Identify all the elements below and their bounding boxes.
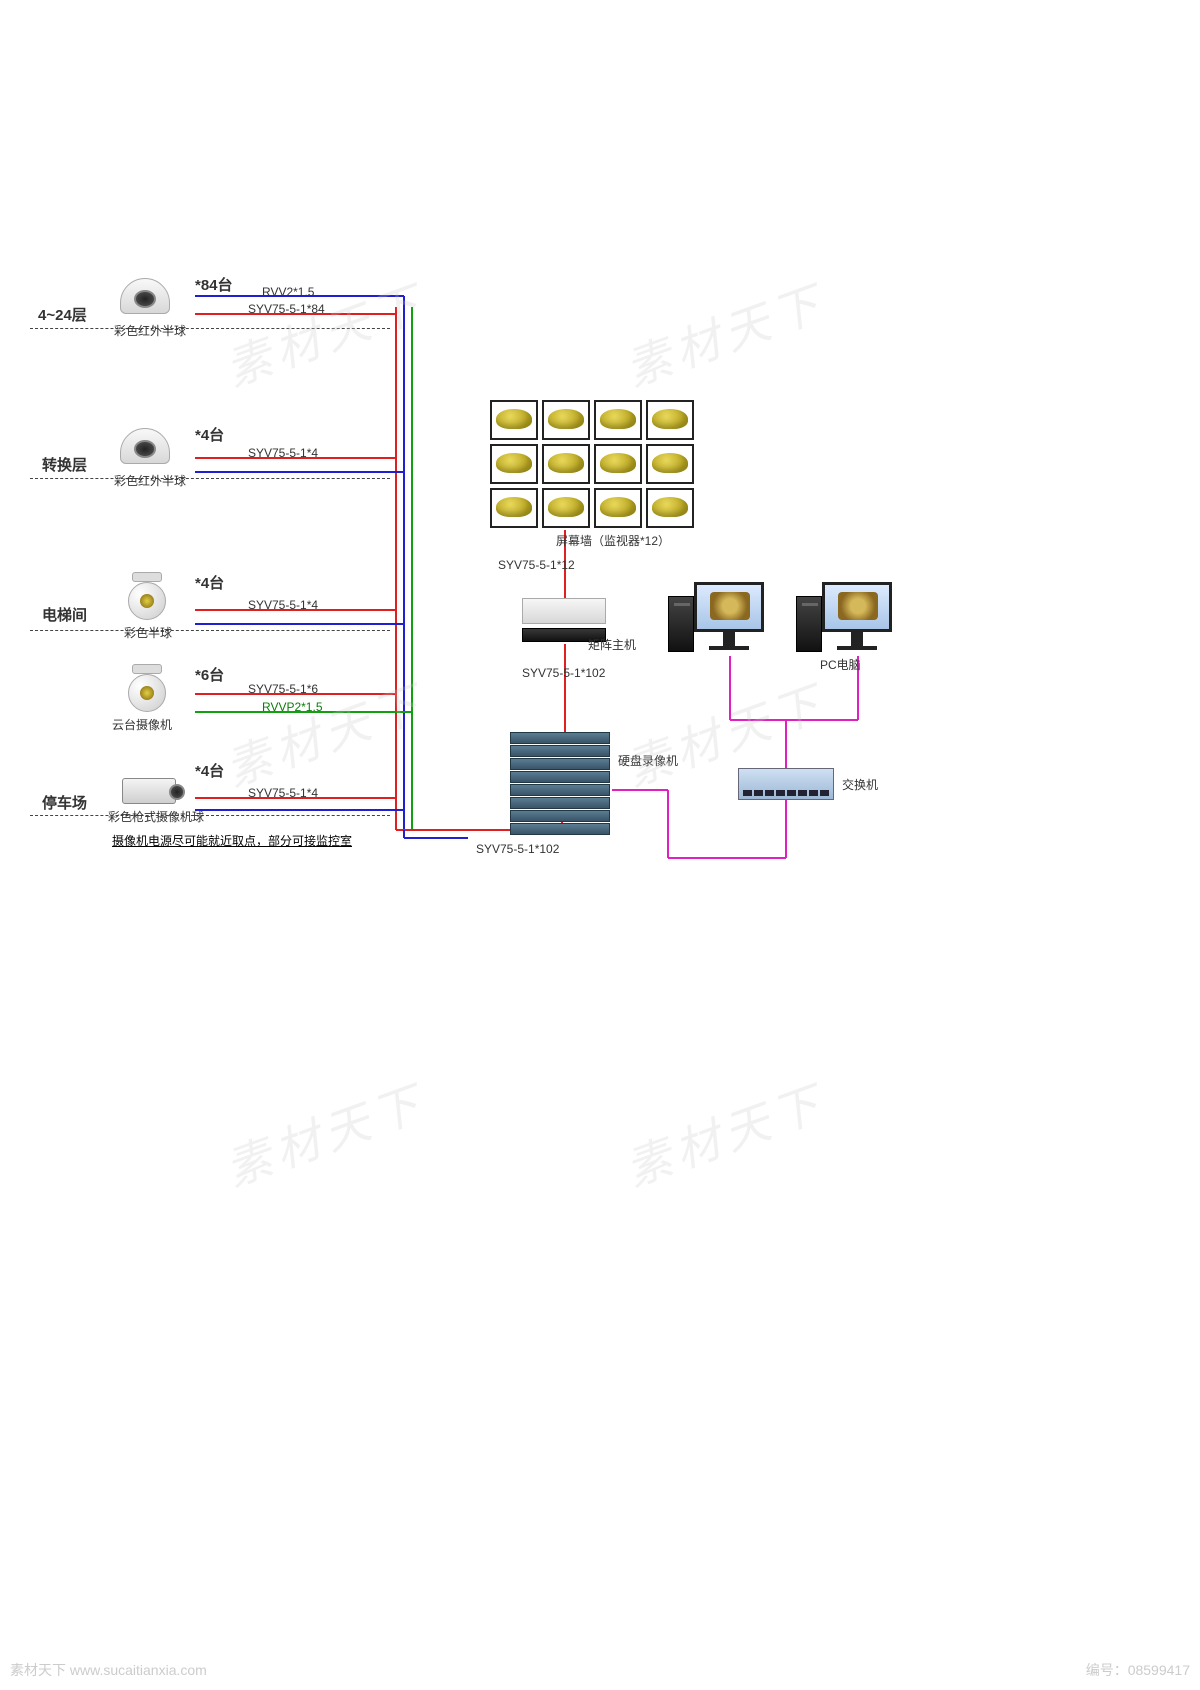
zone4-cable0: SYV75-5-1*6 — [248, 682, 318, 696]
power-note: 摄像机电源尽可能就近取点，部分可接监控室 — [112, 832, 352, 849]
video-wall — [490, 400, 694, 528]
zone2-dash — [30, 478, 390, 479]
wall-link-label: SYV75-5-1*12 — [498, 558, 575, 572]
zone3-camera-icon — [122, 572, 172, 622]
zone3-cable0: SYV75-5-1*4 — [248, 598, 318, 612]
tv-cell — [646, 400, 694, 440]
matrix-label: 矩阵主机 — [588, 636, 636, 653]
tv-cell — [594, 488, 642, 528]
zone2-camera-icon — [120, 428, 170, 470]
zone1-camera-icon — [120, 278, 170, 320]
zone2-camera-label: 彩色红外半球 — [114, 472, 186, 489]
watermark-bottom-right: 编号：08599417 — [1086, 1660, 1190, 1680]
zone3-qty: *4台 — [195, 572, 224, 593]
tv-cell — [490, 400, 538, 440]
pc1-monitor-icon — [694, 582, 764, 650]
zone5-qty: *4台 — [195, 760, 224, 781]
dvr-bus-link-label: SYV75-5-1*102 — [476, 842, 559, 856]
watermark-bottom-left: 素材天下 www.sucaitianxia.com — [10, 1660, 207, 1680]
pc2-tower-icon — [796, 596, 822, 652]
switch-icon — [738, 768, 834, 800]
pc1-tower-icon — [668, 596, 694, 652]
zone1-dash — [30, 328, 390, 329]
tv-cell — [646, 488, 694, 528]
zone5-dash — [30, 815, 390, 816]
zone2-qty: *4台 — [195, 424, 224, 445]
zone3-dash — [30, 630, 390, 631]
dvr-rack-icon — [510, 732, 610, 835]
tv-cell — [490, 444, 538, 484]
dvr-label: 硬盘录像机 — [618, 752, 678, 769]
pc2-label: PC电脑 — [820, 656, 861, 673]
zone5-camera-icon — [122, 778, 176, 804]
zone4-camera-label: 云台摄像机 — [112, 716, 172, 733]
tv-cell — [542, 444, 590, 484]
tv-cell — [594, 444, 642, 484]
zone1-qty: *84台 — [195, 274, 233, 295]
tv-cell — [646, 444, 694, 484]
switch-label: 交换机 — [842, 776, 878, 793]
tv-cell — [542, 488, 590, 528]
tv-cell — [490, 488, 538, 528]
zone4-qty: *6台 — [195, 664, 224, 685]
zone1-camera-label: 彩色红外半球 — [114, 322, 186, 339]
zone4-cable1: RVVP2*1.5 — [262, 700, 323, 714]
zone5-title: 停车场 — [42, 792, 87, 813]
pc2-monitor-icon — [822, 582, 892, 650]
zone1-title: 4~24层 — [38, 304, 87, 325]
matrix-server-icon — [522, 598, 606, 624]
video-wall-label: 屏幕墙（监视器*12） — [556, 532, 670, 549]
zone1-cable0: RVV2*1.5 — [262, 285, 314, 299]
tv-cell — [542, 400, 590, 440]
tv-cell — [594, 400, 642, 440]
zone3-title: 电梯间 — [42, 604, 87, 625]
zone5-cable0: SYV75-5-1*4 — [248, 786, 318, 800]
zone2-title: 转换层 — [42, 454, 87, 475]
zone3-camera-label: 彩色半球 — [124, 624, 172, 641]
zone4-camera-icon — [122, 664, 172, 714]
matrix-link-label: SYV75-5-1*102 — [522, 666, 605, 680]
zone1-cable1: SYV75-5-1*84 — [248, 302, 325, 316]
zone2-cable0: SYV75-5-1*4 — [248, 446, 318, 460]
zone5-camera-label: 彩色枪式摄像机球 — [108, 808, 204, 825]
